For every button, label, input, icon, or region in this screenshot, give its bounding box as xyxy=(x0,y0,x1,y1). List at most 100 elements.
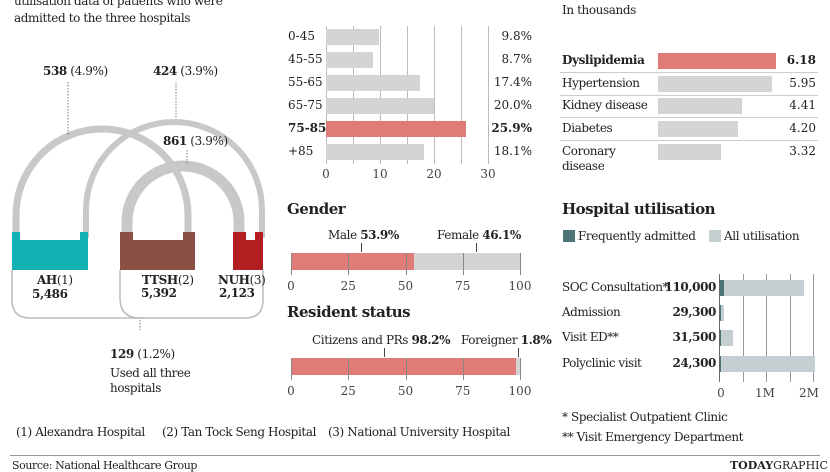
intro-line1: utilisation data of patients who were xyxy=(14,0,223,8)
ref: (3) xyxy=(249,273,266,287)
subtitle: In thousands xyxy=(562,3,636,17)
arc-ah-nuh xyxy=(83,119,265,238)
footnote: ** Visit Emergency Department xyxy=(562,430,744,444)
gridline xyxy=(462,358,464,380)
legend-label: Frequently admitted xyxy=(578,229,696,243)
util-label: Polyclinic visit xyxy=(562,356,642,370)
age-bar xyxy=(326,75,420,91)
disease-value: 5.95 xyxy=(789,76,816,90)
footnote-ah: (1) Alexandra Hospital xyxy=(16,425,145,439)
pointer xyxy=(384,348,385,357)
gridline xyxy=(291,253,292,275)
gridline xyxy=(462,253,464,275)
row-divider xyxy=(560,117,818,118)
age-bar xyxy=(326,121,466,137)
util-value: 110,000 xyxy=(664,280,717,294)
age-label: 65-75 xyxy=(288,98,323,112)
credit-bold: TODAY xyxy=(730,459,774,472)
tick-label: 1M xyxy=(755,386,775,400)
gridline xyxy=(405,253,407,275)
section-title: Gender xyxy=(287,200,346,218)
tick-label: 20 xyxy=(426,167,442,181)
age-pct: 20.0% xyxy=(493,98,532,112)
util-value: 31,500 xyxy=(672,330,716,344)
frequent-bar xyxy=(719,305,721,321)
disease-label: Kidney disease xyxy=(562,98,648,112)
gridline xyxy=(520,253,521,275)
disease-bar xyxy=(658,98,743,114)
series-label: Citizens and PRs 98.2% xyxy=(312,333,451,347)
tick-label: 100 xyxy=(508,384,532,398)
age-label: 45-55 xyxy=(288,52,323,66)
legend-swatch xyxy=(709,230,721,242)
pointer xyxy=(518,348,519,357)
tick-label: 0 xyxy=(287,279,295,293)
series-label: Male 53.9% xyxy=(328,228,399,242)
series-name: Female xyxy=(437,228,479,242)
age-pct: 17.4% xyxy=(493,75,532,89)
name: TTSH xyxy=(142,273,178,287)
disease-bar xyxy=(658,144,722,160)
bar-2-b xyxy=(515,358,520,375)
value: 424 xyxy=(153,64,177,78)
tick-label: 30 xyxy=(480,167,496,181)
disease-label: Diabetes xyxy=(562,121,613,135)
legend-swatch xyxy=(563,230,575,242)
age-label: 75-85 xyxy=(288,121,327,135)
gridline xyxy=(348,358,350,380)
disease-value: 3.32 xyxy=(789,144,816,158)
ref: (1) xyxy=(56,273,73,287)
frequent-bar xyxy=(719,356,721,372)
row-divider xyxy=(560,72,818,73)
ttsh-value: 5,392 xyxy=(141,286,177,300)
ah-value: 5,486 xyxy=(32,287,68,301)
ttsh-nuh-outline xyxy=(119,270,264,319)
bar-1-a xyxy=(291,253,415,270)
value: 129 xyxy=(110,347,134,361)
gridline xyxy=(380,26,381,164)
series-value: 46.1% xyxy=(482,228,521,242)
gridline xyxy=(291,358,292,380)
age-bar xyxy=(326,144,424,160)
age-label: +85 xyxy=(288,144,314,158)
tick-label: 2M xyxy=(799,386,819,400)
arc-ah-ttsh xyxy=(12,125,192,238)
age-pct: 25.9% xyxy=(491,121,532,135)
age-bar xyxy=(326,98,434,114)
pct: (1.2%) xyxy=(137,347,175,361)
gridline xyxy=(520,358,521,380)
util-label: Admission xyxy=(562,305,621,319)
gridline xyxy=(766,274,767,382)
all-three-line2: hospitals xyxy=(110,381,162,395)
footnote: * Specialist Outpatient Clinic xyxy=(562,410,728,424)
disease-bar xyxy=(658,76,772,92)
disease-value: 4.20 xyxy=(789,121,816,135)
section-title: Resident status xyxy=(287,303,411,321)
disease-bar xyxy=(658,121,739,137)
intro-line2: admitted to the three hospitals xyxy=(14,11,191,25)
disease-label: Dyslipidemia xyxy=(562,53,645,67)
source: Source: National Healthcare Group xyxy=(12,459,198,472)
gridline xyxy=(813,274,814,382)
frequent-bar xyxy=(719,280,725,296)
all-util-bar xyxy=(719,280,804,296)
util-label: SOC Consultation* xyxy=(562,280,669,294)
all-util-bar xyxy=(719,330,734,346)
row-divider xyxy=(560,95,818,96)
gridline xyxy=(488,26,489,164)
tick-label: 75 xyxy=(455,384,471,398)
series-value: 1.8% xyxy=(520,333,552,347)
bar-1-b xyxy=(414,253,520,270)
all-three-overlap: 129 (1.2%) xyxy=(110,347,175,361)
ref: (2) xyxy=(177,273,194,287)
tick-label: 50 xyxy=(397,384,414,398)
divider xyxy=(10,455,820,456)
pointer xyxy=(476,243,477,252)
tick-label: 100 xyxy=(508,279,532,293)
age-bar xyxy=(326,29,379,45)
series-value: 98.2% xyxy=(411,333,451,347)
ah-nuh-overlap: 424 (3.9%) xyxy=(153,64,218,78)
row-divider xyxy=(560,140,818,141)
value: 861 xyxy=(163,134,187,148)
age-label: 0-45 xyxy=(288,29,315,43)
